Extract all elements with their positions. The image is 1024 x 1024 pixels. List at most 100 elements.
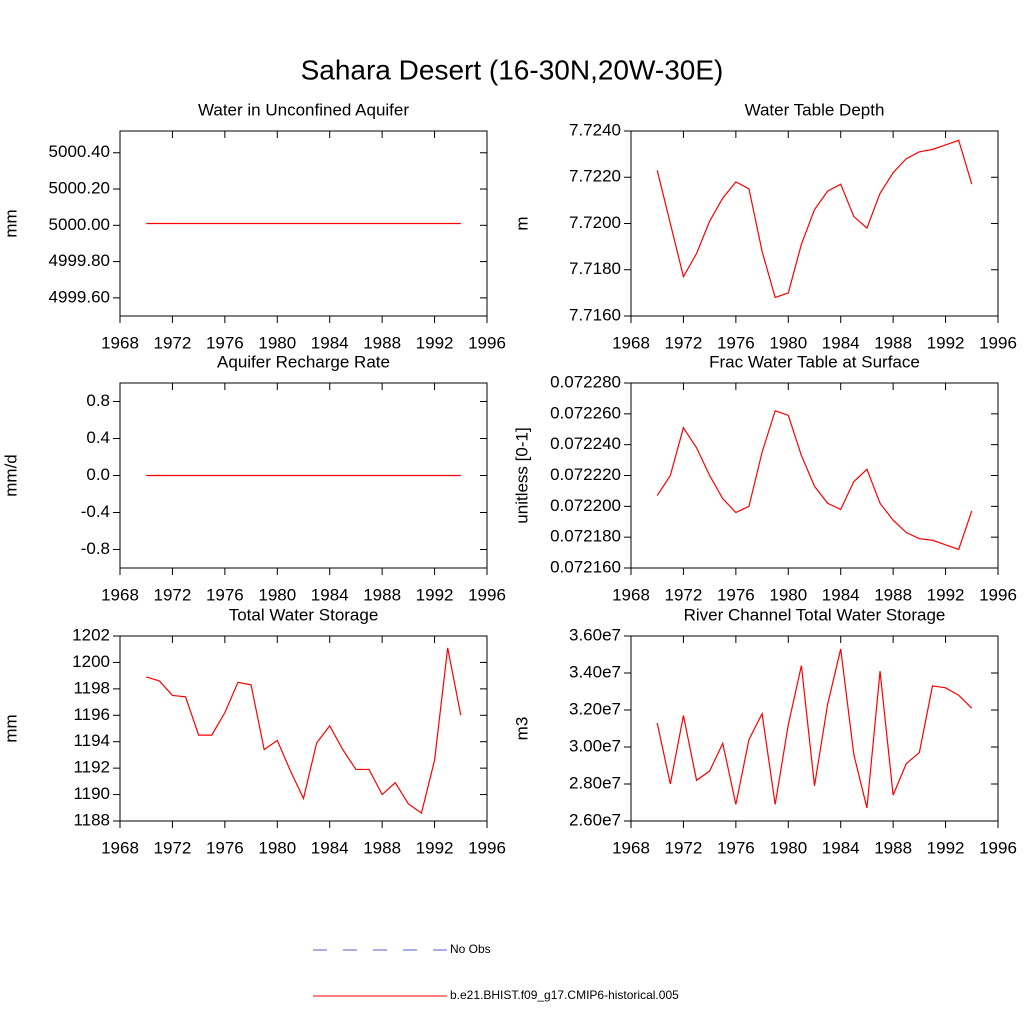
x-tick-label: 1968 xyxy=(101,333,139,352)
x-tick-label: 1976 xyxy=(717,333,755,352)
y-tick-label: 2.80e7 xyxy=(569,773,621,792)
x-tick-label: 1988 xyxy=(874,838,912,857)
x-tick-label: 1992 xyxy=(416,585,454,604)
x-tick-label: 1988 xyxy=(363,333,401,352)
x-tick-label: 1992 xyxy=(927,838,965,857)
y-tick-label: 3.40e7 xyxy=(569,662,621,681)
x-tick-label: 1984 xyxy=(822,838,860,857)
y-axis-label: m3 xyxy=(512,717,531,741)
y-tick-label: 0.072180 xyxy=(550,527,621,546)
legend-label: b.e21.BHIST.f09_g17.CMIP6-historical.005 xyxy=(450,988,679,1002)
y-tick-label: 3.00e7 xyxy=(569,736,621,755)
x-tick-label: 1972 xyxy=(665,838,703,857)
x-tick-label: 1972 xyxy=(154,585,192,604)
y-tick-label: 1196 xyxy=(73,705,110,724)
x-tick-label: 1980 xyxy=(258,585,296,604)
y-tick-label: -0.4 xyxy=(81,502,110,521)
x-tick-label: 1972 xyxy=(154,333,192,352)
x-tick-label: 1984 xyxy=(311,333,349,352)
y-axis-label: mm/d xyxy=(1,454,20,497)
y-tick-label: 4999.80 xyxy=(49,251,110,270)
x-tick-label: 1992 xyxy=(416,333,454,352)
x-tick-label: 1976 xyxy=(206,838,244,857)
y-tick-label: 0.072200 xyxy=(550,496,621,515)
y-tick-label: 5000.00 xyxy=(49,215,110,234)
x-tick-label: 1976 xyxy=(206,333,244,352)
data-line xyxy=(656,409,973,551)
y-tick-label: 0.8 xyxy=(86,391,110,410)
x-tick-label: 1980 xyxy=(769,585,807,604)
y-tick-label: 1202 xyxy=(72,625,110,644)
x-tick-label: 1992 xyxy=(927,333,965,352)
x-tick-label: 1996 xyxy=(468,838,506,857)
x-tick-label: 1972 xyxy=(665,585,703,604)
y-tick-label: 0.072220 xyxy=(550,465,621,484)
x-tick-label: 1996 xyxy=(979,585,1017,604)
x-tick-label: 1972 xyxy=(665,333,703,352)
x-tick-label: 1968 xyxy=(101,585,139,604)
y-axis-label: mm xyxy=(1,714,20,742)
data-line xyxy=(146,647,462,815)
y-tick-label: 4999.60 xyxy=(49,287,110,306)
x-tick-label: 1972 xyxy=(154,838,192,857)
panel-title: Frac Water Table at Surface xyxy=(709,352,920,371)
x-tick-label: 1984 xyxy=(311,585,349,604)
y-tick-label: 3.60e7 xyxy=(569,625,621,644)
x-tick-label: 1984 xyxy=(311,838,349,857)
x-tick-label: 1992 xyxy=(416,838,454,857)
x-tick-label: 1976 xyxy=(206,585,244,604)
y-tick-label: 0.072280 xyxy=(550,372,621,391)
y-tick-label: 0.0 xyxy=(86,465,110,484)
y-axis-label: unitless [0-1] xyxy=(512,427,531,523)
figure-title: Sahara Desert (16-30N,20W-30E) xyxy=(301,54,724,85)
x-tick-label: 1988 xyxy=(874,333,912,352)
x-tick-label: 1976 xyxy=(717,838,755,857)
y-tick-label: 7.7180 xyxy=(569,259,621,278)
y-tick-label: 1192 xyxy=(73,758,110,777)
y-tick-label: 2.60e7 xyxy=(569,810,621,829)
x-tick-label: 1996 xyxy=(468,333,506,352)
y-tick-label: 7.7240 xyxy=(569,120,621,139)
panel-title: Total Water Storage xyxy=(229,605,379,624)
x-tick-label: 1968 xyxy=(612,838,650,857)
x-tick-label: 1996 xyxy=(979,333,1017,352)
data-line xyxy=(656,139,973,299)
x-tick-label: 1988 xyxy=(363,585,401,604)
y-tick-label: 1190 xyxy=(73,784,110,803)
panel-title: Water Table Depth xyxy=(745,100,885,119)
plot-frame xyxy=(119,130,488,317)
x-tick-label: 1988 xyxy=(874,585,912,604)
x-tick-label: 1980 xyxy=(258,838,296,857)
y-tick-label: 3.20e7 xyxy=(569,699,621,718)
panel-title: River Channel Total Water Storage xyxy=(684,605,946,624)
x-tick-label: 1984 xyxy=(822,333,860,352)
y-tick-label: 0.072160 xyxy=(550,557,621,576)
x-tick-label: 1976 xyxy=(717,585,755,604)
x-tick-label: 1996 xyxy=(468,585,506,604)
legend-label: No Obs xyxy=(450,942,491,956)
y-tick-label: 7.7200 xyxy=(569,213,621,232)
y-tick-label: 7.7160 xyxy=(569,305,621,324)
x-tick-label: 1968 xyxy=(612,585,650,604)
y-tick-label: -0.8 xyxy=(81,539,110,558)
panel-title: Water in Unconfined Aquifer xyxy=(198,100,409,119)
y-axis-label: mm xyxy=(1,209,20,237)
y-tick-label: 5000.20 xyxy=(49,179,110,198)
x-tick-label: 1992 xyxy=(927,585,965,604)
panel-title: Aquifer Recharge Rate xyxy=(217,352,390,371)
y-tick-label: 0.072240 xyxy=(550,434,621,453)
y-axis-label: m xyxy=(512,216,531,230)
x-tick-label: 1968 xyxy=(612,333,650,352)
y-tick-label: 5000.40 xyxy=(49,142,110,161)
y-tick-label: 0.072260 xyxy=(550,403,621,422)
plot-frame xyxy=(119,635,488,822)
x-tick-label: 1988 xyxy=(363,838,401,857)
data-line xyxy=(656,648,973,809)
x-tick-label: 1980 xyxy=(258,333,296,352)
x-tick-label: 1980 xyxy=(769,838,807,857)
plot-frame xyxy=(630,635,999,822)
y-tick-label: 0.4 xyxy=(86,428,110,447)
y-tick-label: 1200 xyxy=(72,652,110,671)
